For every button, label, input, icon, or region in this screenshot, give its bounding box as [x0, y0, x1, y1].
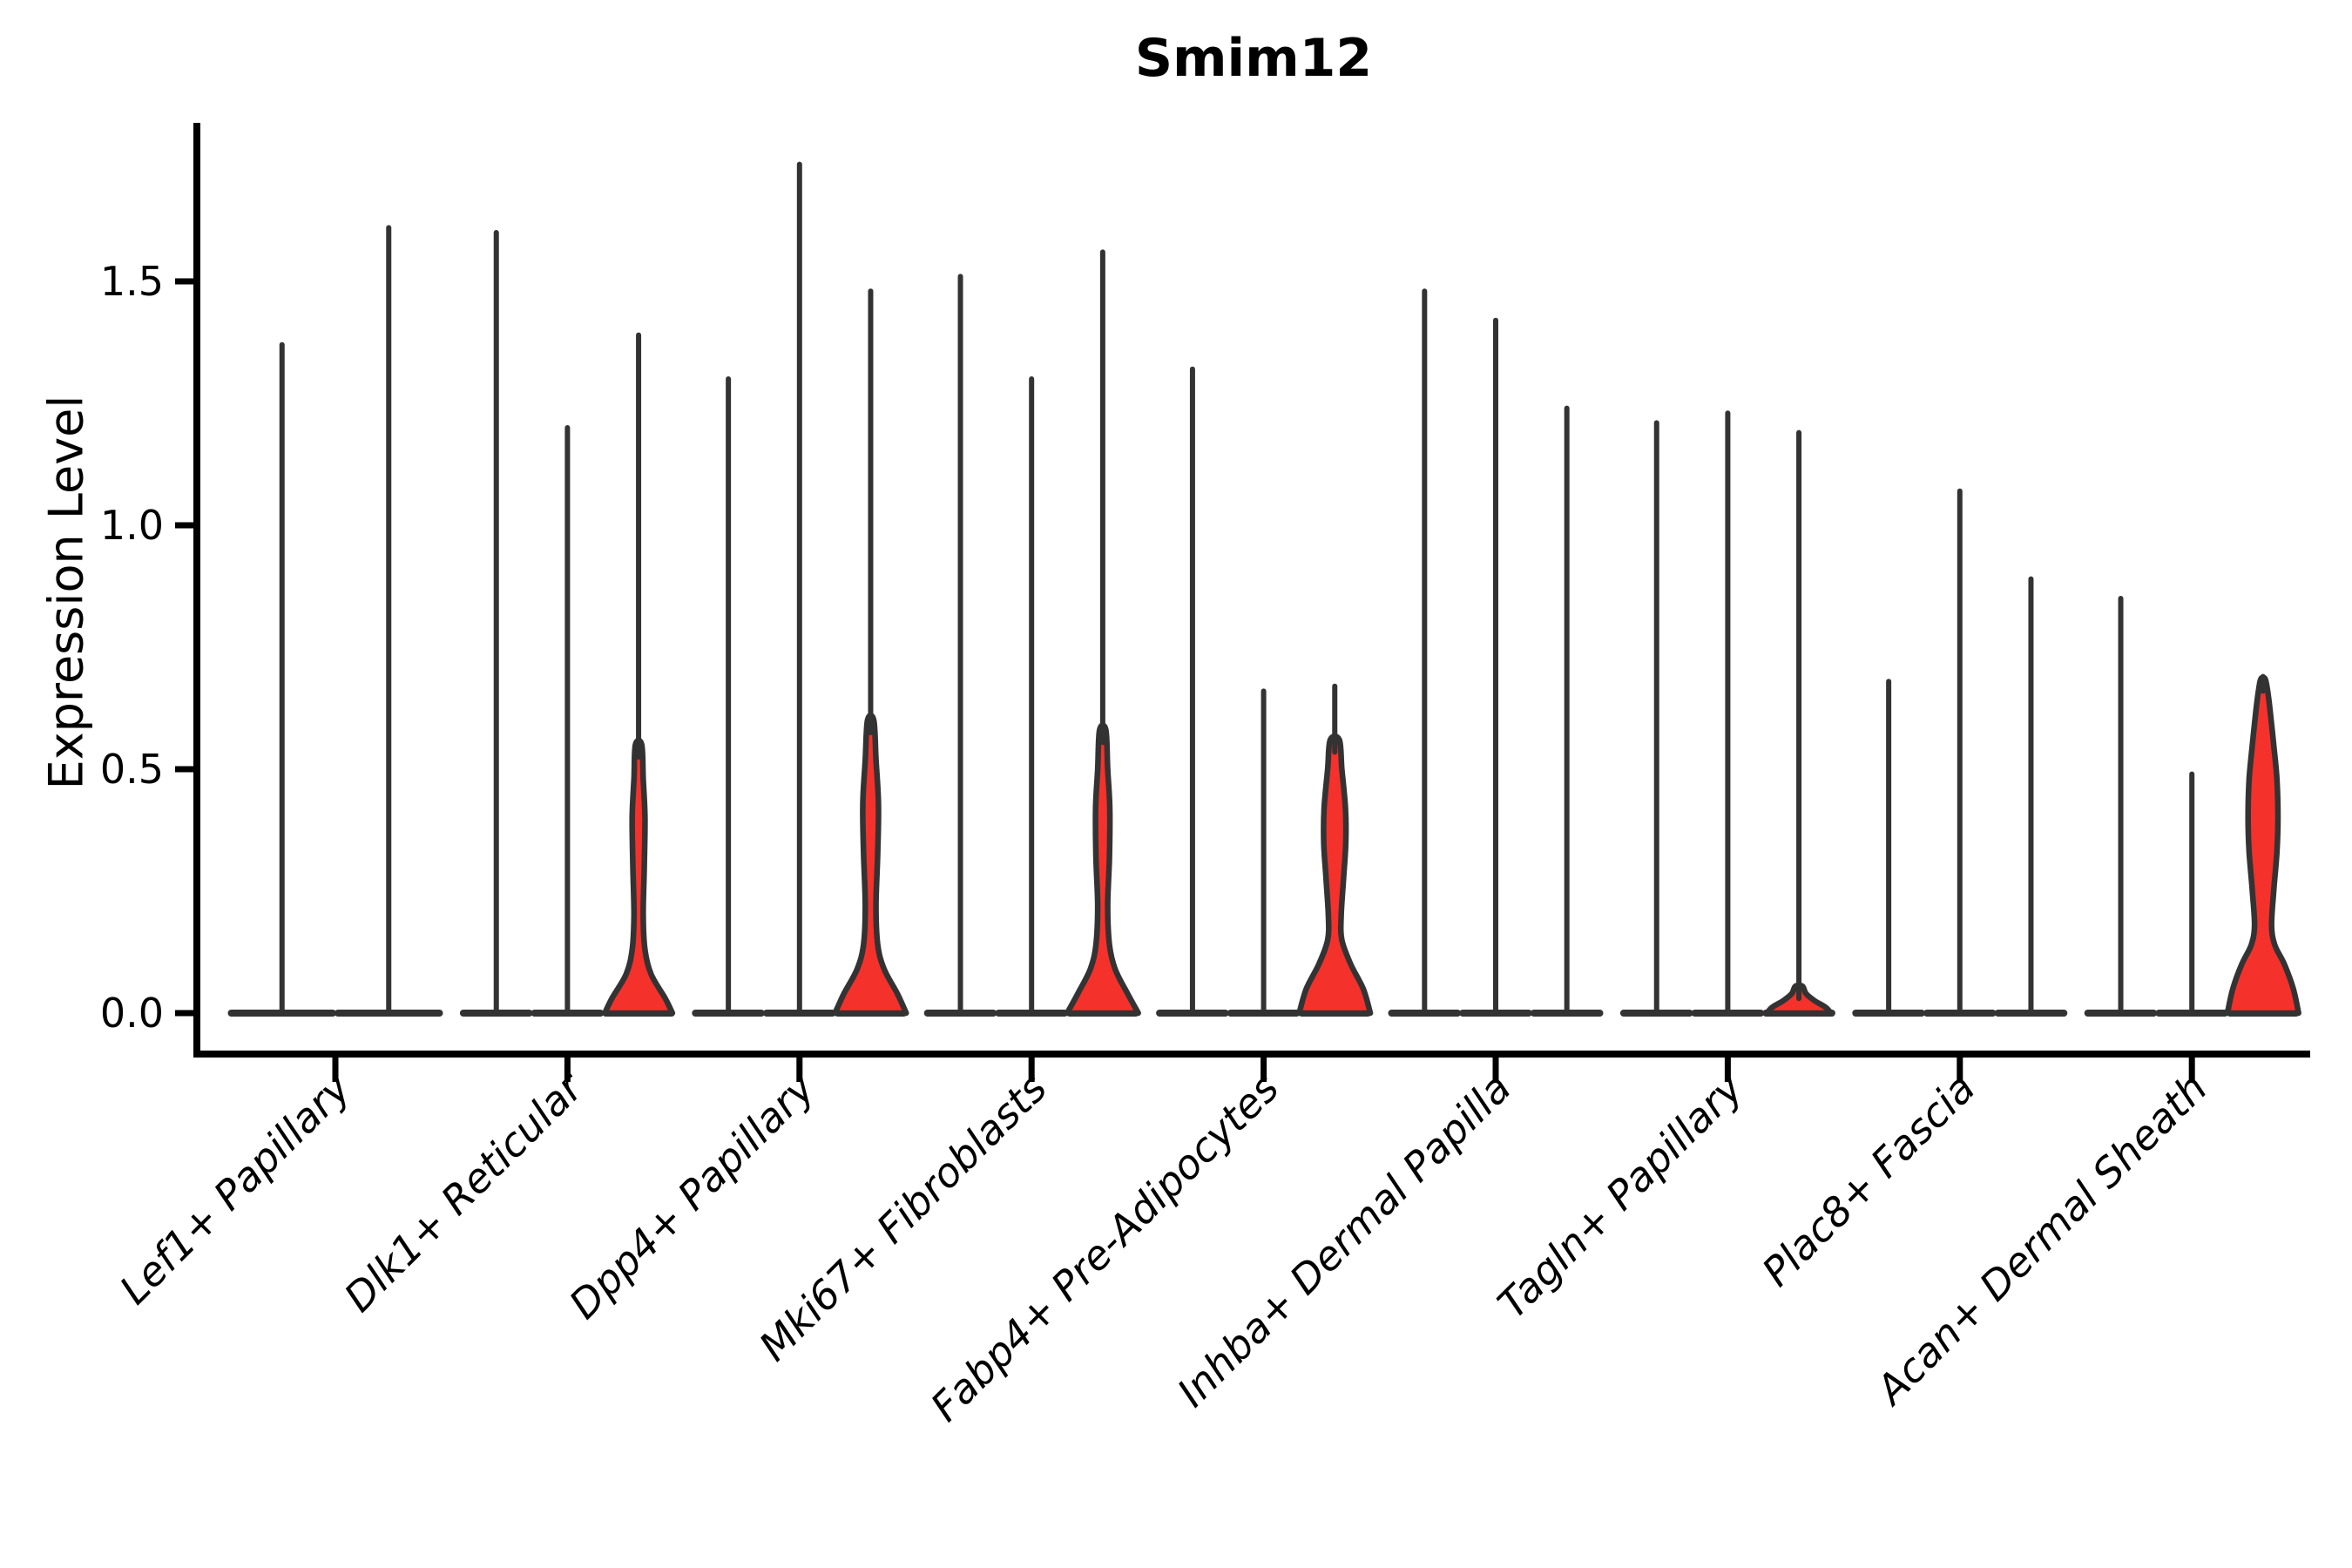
x-category-label: Dpp4+ Papillary: [560, 1064, 824, 1328]
violin-body: [602, 737, 676, 1017]
y-tick-label: 1.0: [100, 502, 164, 549]
y-tick-label: 1.5: [100, 258, 164, 305]
chart-title: Smim12: [1134, 28, 1373, 89]
violin-body: [2224, 674, 2301, 1017]
x-category-label: Plac8+ Fascia: [1753, 1064, 1984, 1295]
x-category-label: Tagln+ Papillary: [1489, 1064, 1753, 1328]
violin-body: [1064, 722, 1141, 1017]
x-category-label: Dlk1+ Reticular: [335, 1062, 594, 1321]
y-tick-label: 0.0: [100, 990, 164, 1037]
violin-body: [832, 713, 909, 1017]
x-category-label: Lef1+ Papillary: [111, 1064, 360, 1313]
y-tick-label: 0.5: [100, 746, 164, 793]
violin-body: [1296, 733, 1374, 1017]
